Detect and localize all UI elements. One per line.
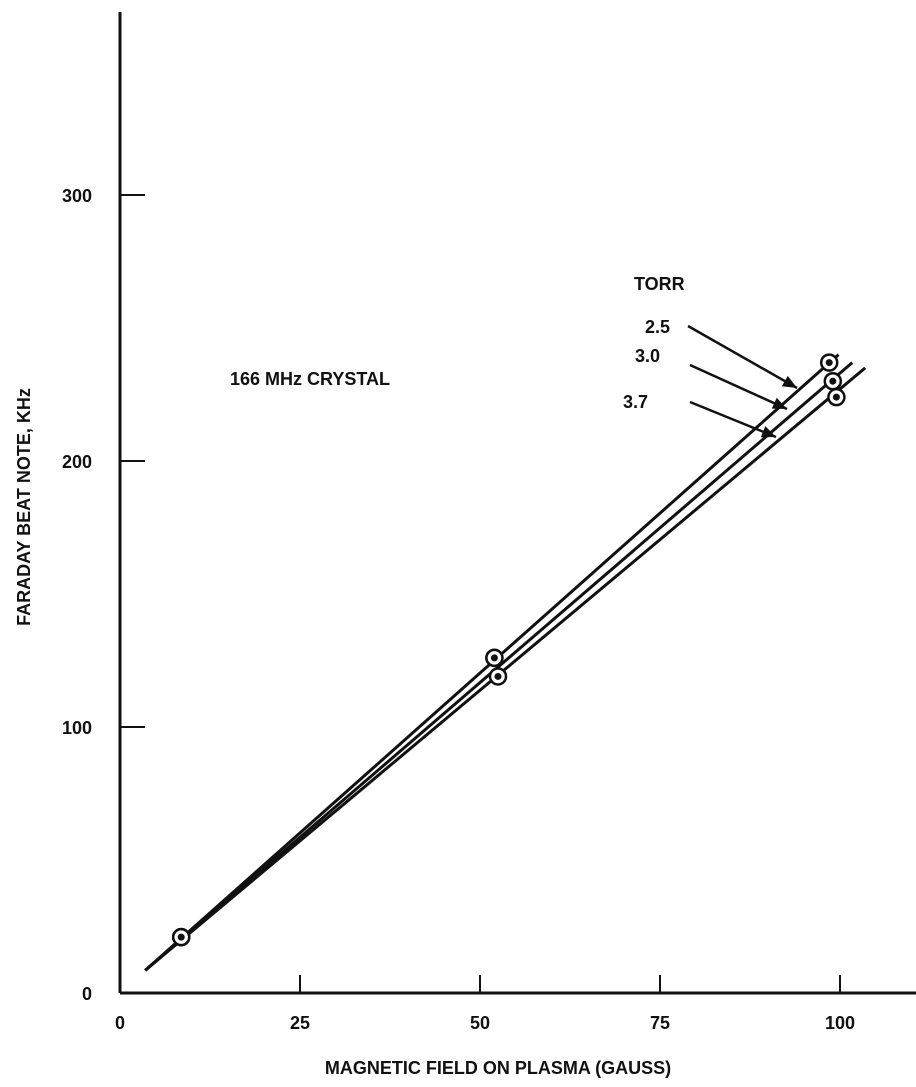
data-point-3.7: [171, 927, 191, 947]
legend-label-2.5: 2.5: [645, 317, 670, 337]
data-point-3.7: [827, 387, 846, 407]
legend-title: TORR: [634, 274, 685, 294]
series-line-3.0: [144, 361, 854, 972]
data-point-3.7: [488, 667, 508, 686]
data-point-3.0: [485, 648, 504, 668]
x-tick-label: 50: [470, 1013, 490, 1033]
legend-label-3.7: 3.7: [623, 392, 648, 412]
y-tick-label: 100: [62, 718, 92, 738]
y-axis-title: FARADAY BEAT NOTE, KHz: [14, 388, 34, 626]
legend: TORR 2.5 3.0 3.7: [623, 274, 798, 439]
legend-arrow-3.7: [689, 400, 777, 439]
x-tick-label: 0: [115, 1013, 125, 1033]
series-line-3.7: [144, 366, 867, 972]
x-tick-label: 25: [290, 1013, 310, 1033]
legend-arrowhead-3.7: [760, 426, 776, 438]
chart-annotation: 166 MHz CRYSTAL: [230, 369, 390, 389]
x-axis-title: MAGNETIC FIELD ON PLASMA (GAUSS): [325, 1058, 671, 1078]
y-tick-label: 0: [82, 984, 92, 1004]
data-point-2.5: [819, 353, 839, 372]
y-tick-label: 300: [62, 186, 92, 206]
x-tick-label: 100: [825, 1013, 855, 1033]
x-tick-label: 75: [650, 1013, 670, 1033]
legend-arrow-2.5: [687, 324, 798, 390]
data-point-3.0: [823, 371, 843, 391]
legend-arrowhead-3.0: [771, 397, 787, 409]
legend-arrowhead-2.5: [781, 375, 797, 388]
series-layer: [144, 353, 867, 972]
y-tick-label: 200: [62, 452, 92, 472]
legend-label-3.0: 3.0: [635, 346, 660, 366]
ticks: 0 25 50 75 100 0 100 200 300: [62, 186, 855, 1033]
legend-arrow-3.0: [689, 363, 788, 411]
axes: [118, 12, 916, 995]
